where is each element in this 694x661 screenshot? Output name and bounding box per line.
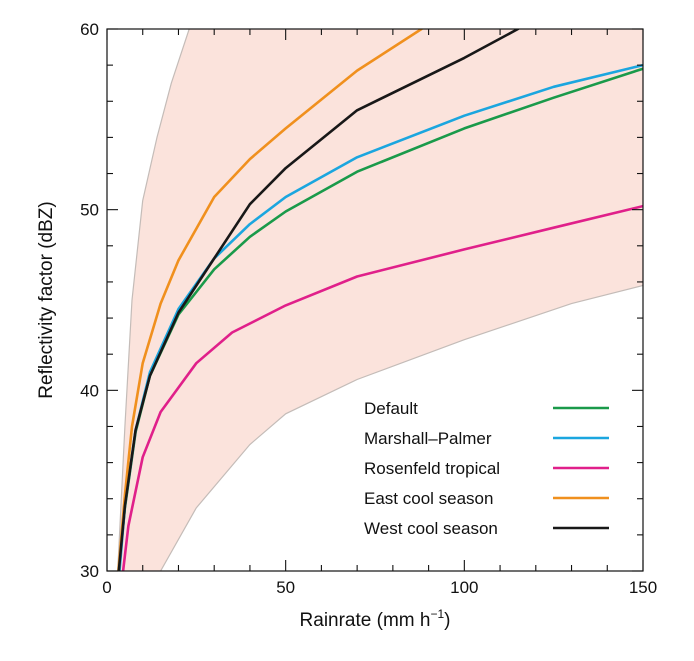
x-tick-label: 0 [102, 578, 111, 597]
legend-label: Marshall–Palmer [364, 429, 492, 448]
y-axis-label: Reflectivity factor (dBZ) [36, 201, 57, 398]
plot-frame [106, 28, 644, 572]
series-line-east-cool-season [117, 29, 423, 571]
band-upper-edge [117, 29, 190, 571]
tick-labels: 0 50 100 150 30 40 50 60 [80, 20, 657, 597]
series-line-rosenfeld-tropical [121, 204, 643, 571]
x-tick-label: 50 [276, 578, 295, 597]
y-tick-label: 40 [80, 381, 99, 400]
band-fill [117, 29, 643, 571]
y-tick-label: 50 [80, 201, 99, 220]
y-tick-label: 30 [80, 562, 99, 581]
legend-label: Default [364, 399, 418, 418]
legend: Default Marshall–Palmer Rosenfeld tropical… [364, 399, 609, 538]
x-tick-label: 150 [629, 578, 657, 597]
band-lower-edge [160, 284, 643, 571]
y-tick-label: 60 [80, 20, 99, 39]
x-axis-label: Rainrate (mm h−1) [300, 607, 451, 631]
series-lines [117, 29, 643, 571]
legend-label: Rosenfeld tropical [364, 459, 500, 478]
legend-label: East cool season [364, 489, 493, 508]
legend-label: West cool season [364, 519, 498, 538]
uncertainty-band [117, 29, 643, 571]
axis-ticks [106, 28, 644, 572]
x-tick-label: 100 [450, 578, 478, 597]
series-line-west-cool-season [117, 29, 520, 571]
